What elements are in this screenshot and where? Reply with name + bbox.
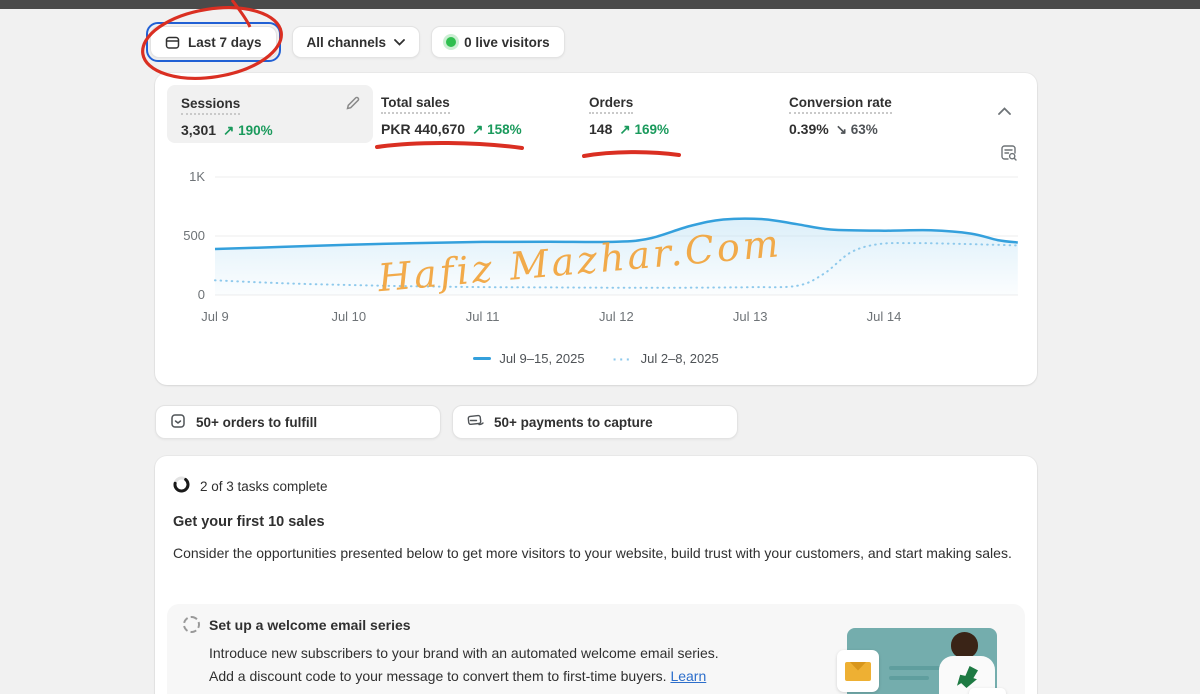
- illustration-line: [889, 666, 955, 670]
- task-head: Set up a welcome email series: [183, 616, 1025, 633]
- task-description: Introduce new subscribers to your brand …: [209, 642, 733, 694]
- metric-conversion-rate-delta: ↘ 63%: [835, 122, 878, 137]
- live-visitors-label: 0 live visitors: [464, 34, 550, 50]
- svg-text:Jul 11: Jul 11: [466, 309, 500, 324]
- person-head: [951, 632, 978, 658]
- date-range-button[interactable]: Last 7 days: [150, 26, 277, 58]
- orders-box-icon: [170, 413, 186, 432]
- legend-current-label: Jul 9–15, 2025: [499, 351, 585, 366]
- metric-total-sales-delta: ↗ 158%: [472, 122, 522, 137]
- chevron-up-icon: [998, 103, 1011, 118]
- metric-orders-delta: ↗ 169%: [619, 122, 669, 137]
- live-indicator-dot: [446, 37, 457, 47]
- tasks-title: Get your first 10 sales: [173, 514, 325, 530]
- envelope-icon: [845, 661, 871, 681]
- orders-to-fulfill-label: 50+ orders to fulfill: [196, 414, 318, 430]
- tasks-progress-row: 2 of 3 tasks complete: [173, 476, 1019, 496]
- pencil-icon[interactable]: [345, 95, 361, 116]
- legend-previous-label: Jul 2–8, 2025: [640, 351, 719, 366]
- sessions-chart: 1K 500 0 Jul 9 Jul 10 Jul 11 Jul 12 Jul 13 Jul 1…: [183, 169, 1019, 324]
- email-card: [837, 650, 879, 692]
- svg-text:0: 0: [198, 287, 205, 302]
- dotted-line-swatch: ···: [612, 350, 633, 367]
- metric-conversion-rate-label: Conversion rate: [789, 95, 892, 114]
- leaf-logo-icon: [957, 666, 978, 688]
- package-box: [969, 688, 1006, 694]
- metric-sessions-label: Sessions: [181, 96, 241, 115]
- channels-dropdown[interactable]: All channels: [291, 26, 421, 58]
- illustration-line: [889, 676, 929, 680]
- report-magnifier-icon: [1000, 145, 1018, 165]
- task-welcome-email-card[interactable]: Set up a welcome email series Introduce …: [167, 604, 1025, 694]
- payments-to-capture-button[interactable]: 50+ payments to capture: [452, 405, 738, 439]
- toolbar: Last 7 days All channels 0 live visitors: [146, 22, 565, 62]
- metric-total-sales-label: Total sales: [381, 95, 450, 114]
- live-visitors-button[interactable]: 0 live visitors: [431, 26, 565, 58]
- svg-text:Jul 12: Jul 12: [599, 309, 634, 324]
- quick-actions: 50+ orders to fulfill 50+ payments to ca…: [155, 405, 738, 439]
- svg-text:Jul 14: Jul 14: [867, 309, 902, 324]
- window-top-strip: [0, 0, 1200, 9]
- task-title: Set up a welcome email series: [209, 616, 411, 633]
- solid-line-swatch: [473, 357, 492, 360]
- tasks-description: Consider the opportunities presented bel…: [173, 545, 1012, 561]
- collapse-chart-button[interactable]: [998, 103, 1011, 118]
- chevron-down-icon: [394, 38, 405, 46]
- metric-conversion-rate[interactable]: Conversion rate 0.39% ↘ 63%: [789, 85, 892, 143]
- payments-card-icon: [467, 413, 484, 431]
- metric-total-sales-value: PKR 440,670: [381, 121, 466, 137]
- task-illustration: [837, 620, 1006, 694]
- sessions-chart-area: 1K 500 0 Jul 9 Jul 10 Jul 11 Jul 12 Jul 13 Jul 1…: [167, 168, 1025, 328]
- metric-orders-value: 148: [589, 121, 613, 137]
- setup-guide-card: 2 of 3 tasks complete Get your first 10 …: [155, 456, 1037, 694]
- metric-total-sales[interactable]: Total sales PKR 440,670 ↗ 158%: [381, 85, 522, 143]
- calendar-icon: [165, 35, 180, 50]
- svg-text:Jul 13: Jul 13: [733, 309, 768, 324]
- chart-legend: Jul 9–15, 2025 ··· Jul 2–8, 2025: [155, 351, 1037, 366]
- tasks-progress-label: 2 of 3 tasks complete: [200, 478, 328, 494]
- metric-sessions-value: 3,301: [181, 122, 217, 138]
- incomplete-task-icon[interactable]: [183, 616, 200, 633]
- svg-text:Jul 9: Jul 9: [201, 309, 228, 324]
- date-range-label: Last 7 days: [188, 34, 262, 50]
- legend-current-period: Jul 9–15, 2025: [473, 351, 585, 366]
- metric-sessions[interactable]: Sessions 3,301 ↗ 190%: [167, 85, 373, 143]
- channels-label: All channels: [306, 34, 387, 50]
- legend-previous-period: ··· Jul 2–8, 2025: [613, 351, 719, 366]
- payments-to-capture-label: 50+ payments to capture: [494, 414, 653, 430]
- metric-sessions-delta: ↗ 190%: [223, 123, 273, 138]
- analytics-card: Sessions 3,301 ↗ 190% Total sales PKR 44…: [155, 73, 1037, 385]
- svg-text:500: 500: [183, 228, 205, 243]
- svg-text:Jul 10: Jul 10: [331, 309, 366, 324]
- person-shirt: [939, 656, 995, 694]
- metric-conversion-rate-value: 0.39%: [789, 121, 829, 137]
- metric-orders-label: Orders: [589, 95, 634, 114]
- date-range-focus-ring: Last 7 days: [146, 22, 281, 62]
- metric-orders[interactable]: Orders 148 ↗ 169%: [589, 85, 669, 143]
- progress-ring-icon: [173, 476, 190, 496]
- orders-to-fulfill-button[interactable]: 50+ orders to fulfill: [155, 405, 441, 439]
- svg-text:1K: 1K: [189, 169, 205, 184]
- view-report-button[interactable]: [1000, 144, 1018, 165]
- learn-more-link[interactable]: Learn more: [209, 668, 707, 694]
